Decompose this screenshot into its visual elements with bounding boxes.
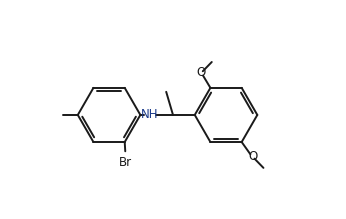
Text: Br: Br (119, 156, 132, 169)
Text: O: O (196, 66, 206, 79)
Text: O: O (248, 150, 257, 164)
Text: NH: NH (141, 108, 158, 122)
